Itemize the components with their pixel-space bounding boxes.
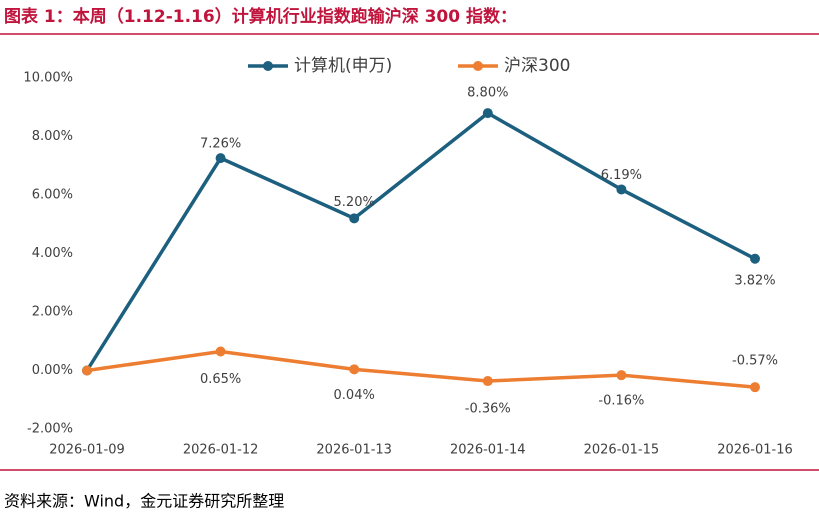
data-point	[616, 370, 627, 381]
x-tick-label: 2026-01-14	[450, 443, 526, 458]
y-tick-label: 8.00%	[32, 129, 73, 144]
legend-marker	[263, 61, 273, 71]
x-tick-label: 2026-01-13	[316, 443, 392, 458]
data-label: 5.20%	[334, 195, 375, 210]
data-point	[349, 364, 360, 375]
data-label: -0.57%	[732, 354, 778, 369]
data-point	[215, 153, 226, 164]
x-tick-label: 2026-01-09	[49, 443, 125, 458]
legend-marker	[473, 61, 483, 71]
data-point	[82, 365, 92, 376]
y-tick-label: 4.00%	[32, 246, 73, 261]
legend-label: 计算机(申万)	[294, 56, 392, 76]
data-point	[750, 382, 760, 393]
data-point	[616, 184, 627, 195]
page-title: 图表 1：本周（1.12-1.16）计算机行业指数跑输沪深 300 指数：	[4, 6, 517, 27]
data-label: 0.04%	[334, 388, 375, 403]
data-label: 0.65%	[200, 372, 241, 387]
data-point	[215, 346, 226, 357]
y-tick-label: 10.00%	[23, 71, 73, 86]
data-label: 8.80%	[467, 86, 508, 101]
legend-label: 沪深300	[504, 56, 570, 76]
data-point	[482, 108, 493, 119]
x-tick-label: 2026-01-15	[584, 443, 660, 458]
data-label: 3.82%	[734, 273, 775, 288]
y-tick-label: 6.00%	[32, 188, 73, 203]
x-tick-label: 2026-01-16	[717, 443, 793, 458]
y-tick-label: 2.00%	[32, 305, 73, 320]
data-point	[750, 253, 760, 264]
series-line	[86, 349, 756, 389]
source-note: 资料来源：Wind，金元证券研究所整理	[4, 492, 284, 511]
data-label: 7.26%	[200, 137, 241, 152]
data-label: -0.36%	[465, 402, 511, 417]
data-point	[349, 213, 360, 224]
data-label: 6.19%	[601, 168, 642, 183]
x-tick-label: 2026-01-12	[183, 443, 259, 458]
series-line	[85, 110, 756, 372]
data-point	[482, 376, 493, 387]
data-label: -0.16%	[598, 394, 644, 409]
y-tick-label: 0.00%	[32, 363, 73, 378]
y-tick-label: -2.00%	[27, 422, 73, 437]
